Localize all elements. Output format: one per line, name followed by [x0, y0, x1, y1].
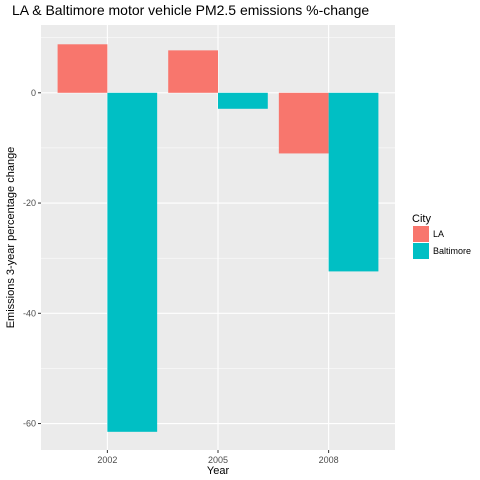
x-axis-title: Year [207, 465, 230, 477]
y-axis: 0 -20 -40 -60 [23, 88, 41, 429]
legend-key-baltimore [413, 243, 429, 259]
y-axis-title: Emissions 3-year percentage change [5, 147, 17, 329]
chart-title: LA & Baltimore motor vehicle PM2.5 emiss… [12, 2, 369, 18]
x-tick-label: 2002 [97, 455, 117, 465]
bar-baltimore-2005 [218, 92, 268, 109]
x-axis: 2002 2005 2008 [97, 450, 339, 465]
legend: City LA Baltimore [412, 213, 471, 259]
bars [57, 44, 379, 432]
x-tick-label: 2005 [208, 455, 228, 465]
y-tick-label: 0 [31, 88, 36, 98]
y-tick-label: -40 [23, 308, 36, 318]
bar-la-2005 [168, 50, 218, 93]
bar-la-2008 [278, 92, 329, 154]
legend-title: City [412, 213, 431, 225]
legend-label-la: LA [433, 229, 444, 239]
legend-key-la [413, 226, 429, 242]
legend-label-baltimore: Baltimore [433, 246, 471, 256]
y-tick-label: -20 [23, 198, 36, 208]
x-tick-label: 2008 [319, 455, 339, 465]
bar-baltimore-2008 [328, 92, 379, 272]
bar-baltimore-2002 [107, 92, 158, 432]
bar-la-2002 [57, 44, 108, 93]
y-tick-label: -60 [23, 419, 36, 429]
